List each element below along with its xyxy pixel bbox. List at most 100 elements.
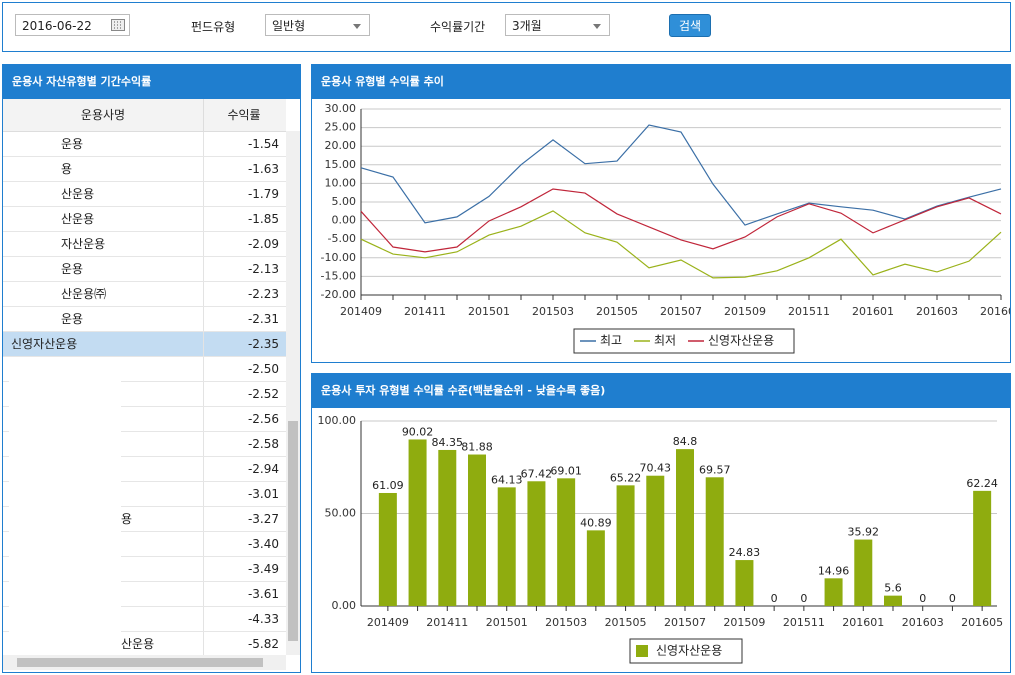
fund-type-label: 펀드유형 bbox=[191, 20, 236, 34]
return-value: -2.13 bbox=[203, 257, 283, 281]
select-text: 일반형 bbox=[272, 19, 306, 33]
return-value: -2.58 bbox=[203, 432, 283, 456]
value-label: 64.13 bbox=[491, 473, 523, 486]
value-label: 81.88 bbox=[461, 441, 493, 454]
series-line bbox=[360, 210, 1002, 279]
x-tick-label: 201411 bbox=[426, 616, 468, 629]
bar bbox=[557, 478, 576, 606]
value-label: 40.89 bbox=[580, 516, 612, 529]
table-row: -2.94 bbox=[3, 457, 286, 482]
bar bbox=[884, 595, 902, 606]
fund-name: 용 bbox=[61, 162, 73, 176]
y-tick-label: 20.00 bbox=[325, 139, 357, 152]
return-value: -3.40 bbox=[203, 532, 283, 556]
series-line bbox=[360, 124, 1002, 226]
fund-name: 산운용 bbox=[61, 212, 95, 226]
table-row: 자산운용 -2.09 bbox=[3, 232, 286, 257]
date-input[interactable]: 2016-06-22 bbox=[15, 14, 130, 36]
bar bbox=[646, 475, 665, 606]
scroll-thumb[interactable] bbox=[288, 421, 298, 641]
filter-bar: 2016-06-22 펀드유형 일반형 수익률기간 3개월 검색 bbox=[2, 2, 1011, 52]
value-label: 61.09 bbox=[372, 479, 404, 492]
search-button[interactable]: 검색 bbox=[669, 14, 711, 37]
bar-panel: 운용사 투자 유형별 수익률 수준(백분율순위 - 낮을수록 좋음) 0.00 5… bbox=[311, 373, 1011, 673]
fund-name: 운용 bbox=[61, 137, 84, 151]
value-label: 67.42 bbox=[521, 467, 553, 480]
bar bbox=[676, 449, 694, 606]
x-tick-label: 201411 bbox=[404, 305, 446, 318]
y-tick-label: 0.00 bbox=[332, 599, 357, 612]
table-row: -2.52 bbox=[3, 382, 286, 407]
bar bbox=[735, 560, 754, 606]
fund-name: 산운용㈜ bbox=[61, 287, 107, 301]
return-value: -3.01 bbox=[203, 482, 283, 506]
bar bbox=[438, 449, 457, 606]
date-text: 2016-06-22 bbox=[22, 19, 92, 33]
value-label: 35.92 bbox=[848, 526, 880, 539]
bar bbox=[586, 530, 605, 606]
x-tick-label: 201501 bbox=[486, 616, 528, 629]
y-tick-label: -10.00 bbox=[321, 251, 356, 264]
series-line bbox=[360, 188, 1002, 253]
y-tick-label: 30.00 bbox=[325, 102, 357, 115]
bar bbox=[497, 487, 516, 606]
v-scrollbar[interactable] bbox=[286, 131, 300, 655]
table-row: 운용 -2.13 bbox=[3, 257, 286, 282]
table-row: -2.58 bbox=[3, 432, 286, 457]
y-tick-label: -5.00 bbox=[328, 232, 356, 245]
fund-name: 용 bbox=[121, 512, 133, 526]
value-label: 62.24 bbox=[966, 477, 998, 490]
bar bbox=[468, 454, 486, 606]
scroll-thumb[interactable] bbox=[17, 658, 263, 667]
return-value: -1.79 bbox=[203, 182, 283, 206]
bar bbox=[408, 439, 427, 606]
return-value: -3.61 bbox=[203, 582, 283, 606]
return-value: -2.31 bbox=[203, 307, 283, 331]
value-label: 69.01 bbox=[550, 464, 582, 477]
bar bbox=[705, 477, 724, 606]
h-scrollbar[interactable] bbox=[3, 655, 286, 670]
value-label: 84.8 bbox=[673, 435, 698, 448]
bar-chart: 0.00 50.00 100.00 201409 201411 201501 201503 2… bbox=[318, 414, 1003, 664]
fund-name: 자산운용 bbox=[61, 237, 106, 251]
x-tick-label: 201507 bbox=[664, 616, 706, 629]
legend-label: 신영자산운용 bbox=[708, 334, 774, 348]
y-tick-label: 25.00 bbox=[325, 121, 357, 134]
y-tick-label: 15.00 bbox=[325, 158, 357, 171]
bar bbox=[378, 492, 397, 606]
value-label: 0 bbox=[949, 592, 956, 605]
fund-name: 산운용 bbox=[61, 187, 95, 201]
value-label: 0 bbox=[771, 592, 778, 605]
table-row: 용 -3.27 bbox=[3, 507, 286, 532]
return-value: -2.23 bbox=[203, 282, 283, 306]
table-row: 운용 -2.31 bbox=[3, 307, 286, 332]
legend-swatch bbox=[636, 645, 648, 657]
y-tick-label: -15.00 bbox=[321, 269, 356, 282]
x-tick-label: 201511 bbox=[783, 616, 825, 629]
table-row: -2.56 bbox=[3, 407, 286, 432]
x-tick-label: 201511 bbox=[788, 305, 830, 318]
y-tick-label: -20.00 bbox=[321, 288, 356, 301]
table-row: 산운용㈜ -2.23 bbox=[3, 282, 286, 307]
x-tick-label: 201505 bbox=[596, 305, 638, 318]
period-select[interactable]: 3개월 bbox=[505, 14, 610, 36]
line-chart: -20.00 -15.00 -10.00 -5.00 0.00 5.00 10.00 15.0… bbox=[321, 102, 1010, 354]
value-label: 14.96 bbox=[818, 564, 850, 577]
x-tick-label: 201509 bbox=[724, 305, 766, 318]
mask bbox=[9, 365, 121, 655]
return-value: -2.50 bbox=[203, 357, 283, 381]
bar bbox=[854, 539, 873, 606]
legend-label: 최저 bbox=[654, 334, 676, 348]
x-tick-label: 201503 bbox=[532, 305, 574, 318]
x-tick-label: 201601 bbox=[852, 305, 894, 318]
select-text: 3개월 bbox=[512, 19, 542, 33]
fund-type-select[interactable]: 일반형 bbox=[265, 14, 370, 36]
panel-title: 운용사 투자 유형별 수익률 수준(백분율순위 - 낮을수록 좋음) bbox=[312, 374, 1010, 408]
x-tick-label: 201605 bbox=[980, 305, 1010, 318]
return-value: -2.52 bbox=[203, 382, 283, 406]
left-panel: 운용사 자산유형별 기간수익률 운용사명 수익률 운용 -1.54 용 -1.63 산운… bbox=[2, 64, 301, 673]
panel-title: 운용사 유형별 수익률 추이 bbox=[312, 65, 1010, 99]
table-row: -3.61 bbox=[3, 582, 286, 607]
calendar-icon bbox=[111, 19, 125, 31]
